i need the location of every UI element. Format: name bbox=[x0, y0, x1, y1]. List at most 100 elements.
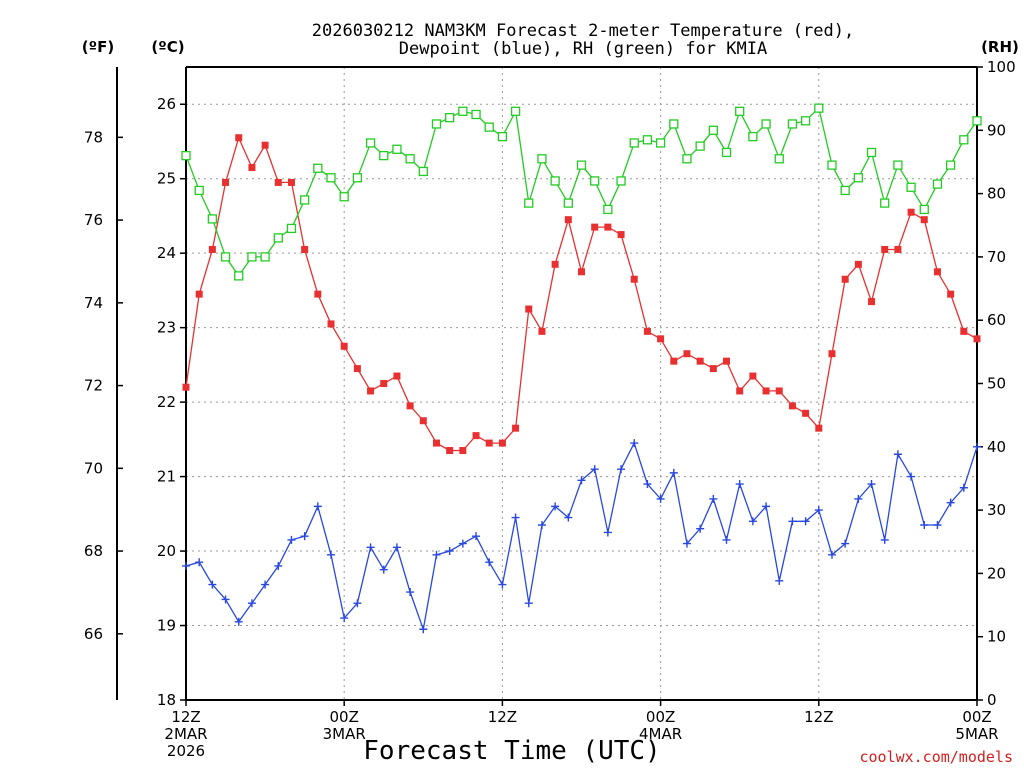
temperature-point bbox=[815, 424, 823, 432]
rh-tick-label: 80 bbox=[987, 185, 1006, 203]
rh-point bbox=[893, 160, 903, 170]
temperature-point bbox=[432, 439, 440, 447]
dewpoint-point bbox=[511, 513, 520, 522]
axis-layer bbox=[116, 66, 978, 701]
rh-point bbox=[392, 144, 402, 154]
time-tick-label: 12Z bbox=[171, 708, 200, 726]
dewpoint-point bbox=[208, 580, 217, 589]
temperature-point bbox=[564, 216, 572, 224]
rh-point bbox=[194, 185, 204, 196]
temperature-point bbox=[881, 245, 889, 253]
dewpoint-point bbox=[287, 535, 296, 544]
rh-point bbox=[840, 185, 850, 196]
dewpoint-point bbox=[577, 476, 586, 485]
rh-point bbox=[642, 135, 653, 145]
dewpoint-point bbox=[775, 576, 784, 585]
rh-point bbox=[313, 163, 323, 173]
celsius-tick-label: 21 bbox=[157, 468, 176, 486]
rh-point bbox=[181, 150, 191, 161]
rh-point bbox=[234, 271, 244, 281]
temperature-point bbox=[551, 260, 559, 268]
dewpoint-point bbox=[340, 614, 349, 623]
dewpoint-point bbox=[195, 558, 204, 567]
dewpoint-point bbox=[643, 480, 652, 489]
rh-point bbox=[510, 106, 521, 116]
dewpoint-point bbox=[617, 465, 626, 474]
rh-point bbox=[484, 122, 494, 132]
temperature-line bbox=[185, 135, 978, 452]
celsius-tick-label: 24 bbox=[157, 244, 176, 262]
dewpoint-point bbox=[524, 599, 533, 608]
temperature-point bbox=[419, 417, 427, 425]
dewpoint-point bbox=[472, 532, 481, 541]
temperature-point bbox=[195, 290, 203, 298]
temperature-point bbox=[775, 387, 783, 395]
rh-point bbox=[379, 150, 389, 161]
temperature-point bbox=[762, 387, 770, 395]
temperature-point bbox=[907, 208, 915, 216]
temperature-point bbox=[222, 178, 230, 186]
temperature-point bbox=[709, 365, 717, 373]
time-tick-label: 00Z bbox=[330, 708, 359, 726]
temperature-point bbox=[406, 402, 414, 410]
rh-point bbox=[458, 106, 468, 116]
rh-tick-label: 10 bbox=[987, 628, 1006, 646]
time-tick-label: 4MAR bbox=[639, 725, 682, 743]
rh-point bbox=[787, 119, 798, 129]
temperature-point bbox=[591, 223, 599, 231]
dewpoint-point bbox=[669, 468, 678, 477]
temperature-point bbox=[749, 372, 757, 380]
dewpoint-point bbox=[748, 517, 757, 526]
rh-tick-label: 30 bbox=[987, 501, 1006, 519]
temperature-point bbox=[670, 357, 678, 365]
rh-tick-label: 0 bbox=[987, 691, 997, 709]
rh-point bbox=[418, 166, 428, 177]
temperature-point bbox=[472, 432, 480, 440]
temperature-point bbox=[841, 275, 849, 283]
rh-point bbox=[735, 106, 745, 116]
rh-point bbox=[299, 195, 310, 205]
temperature-point bbox=[788, 402, 796, 410]
temperature-point bbox=[617, 231, 625, 239]
rh-point bbox=[774, 154, 784, 164]
dewpoint-point bbox=[458, 539, 467, 548]
rh-point bbox=[932, 179, 943, 189]
chart-title-line-2: Dewpoint (blue), RH (green) for KMIA bbox=[399, 39, 767, 59]
rh-tick-label: 100 bbox=[987, 58, 1016, 76]
rh-point bbox=[616, 176, 626, 186]
dewpoint-point bbox=[445, 547, 454, 556]
dewpoint-point bbox=[274, 561, 283, 570]
dewpoint-point bbox=[722, 535, 731, 544]
dewpoint-point bbox=[907, 472, 916, 481]
tick-layer: 18 19 20 21 22 23 24 25 26 66 68 70 72 74 76 78 0 10 20 30 4… bbox=[84, 58, 1016, 760]
dewpoint-point bbox=[353, 599, 362, 608]
dewpoint-point bbox=[867, 480, 876, 489]
temperature-point bbox=[578, 268, 585, 276]
celsius-tick-label: 22 bbox=[157, 393, 176, 411]
fahrenheit-tick-label: 68 bbox=[84, 542, 103, 560]
rh-point bbox=[682, 154, 692, 164]
rh-point bbox=[708, 125, 718, 135]
rh-tick-label: 50 bbox=[987, 375, 1006, 393]
dewpoint-point bbox=[327, 550, 336, 559]
dewpoint-point bbox=[313, 502, 322, 511]
celsius-tick-label: 26 bbox=[157, 95, 176, 113]
temperature-point bbox=[933, 268, 941, 276]
dewpoint-point bbox=[603, 528, 612, 537]
temperature-point bbox=[973, 335, 981, 343]
temperature-point bbox=[182, 383, 190, 391]
rh-point bbox=[880, 198, 890, 208]
rh-point bbox=[945, 160, 956, 170]
dewpoint-point bbox=[946, 498, 955, 507]
time-tick-label: 12Z bbox=[804, 708, 833, 726]
dewpoint-point bbox=[920, 520, 929, 529]
dewpoint-point bbox=[432, 550, 441, 559]
temperature-point bbox=[208, 245, 216, 253]
rh-point bbox=[563, 198, 573, 208]
rh-point bbox=[497, 131, 508, 142]
rh-point bbox=[352, 173, 363, 183]
temperature-point bbox=[538, 327, 546, 335]
rh-point bbox=[550, 176, 560, 186]
celsius-tick-label: 20 bbox=[157, 542, 176, 560]
fahrenheit-tick-label: 78 bbox=[84, 128, 103, 146]
